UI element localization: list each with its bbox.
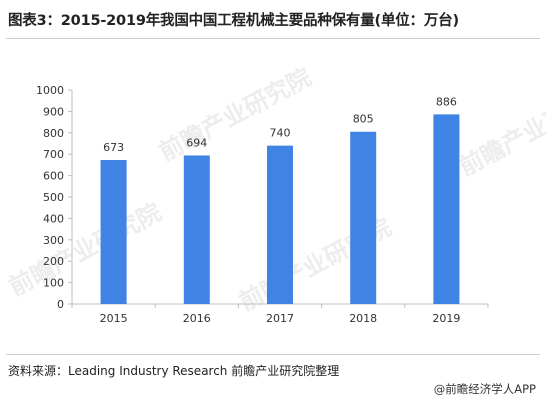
bar-2016 bbox=[183, 155, 210, 304]
bar-2017 bbox=[267, 145, 293, 304]
y-tick-label: 700 bbox=[43, 148, 64, 161]
y-tick-label: 1000 bbox=[36, 84, 64, 97]
data-label: 673 bbox=[103, 141, 124, 154]
data-label: 805 bbox=[353, 113, 374, 126]
footer-divider bbox=[6, 354, 540, 355]
y-tick-label: 500 bbox=[43, 191, 64, 204]
y-tick-label: 100 bbox=[43, 277, 64, 290]
x-tick-label: 2018 bbox=[349, 312, 377, 325]
y-tick-label: 800 bbox=[43, 127, 64, 140]
title-divider bbox=[6, 38, 540, 39]
bar-2018 bbox=[350, 131, 377, 304]
y-tick-label: 0 bbox=[57, 298, 64, 311]
x-tick-label: 2017 bbox=[266, 312, 294, 325]
source-note: 资料来源：Leading Industry Research 前瞻产业研究院整理 bbox=[8, 364, 340, 378]
bar-2019 bbox=[433, 114, 460, 304]
y-tick-label: 200 bbox=[43, 255, 64, 268]
y-tick-label: 900 bbox=[43, 105, 64, 118]
brand-text: @前瞻经济学人APP bbox=[433, 382, 536, 396]
x-tick-label: 2019 bbox=[432, 312, 460, 325]
data-label: 886 bbox=[436, 95, 457, 108]
x-tick-label: 2015 bbox=[100, 312, 128, 325]
brand-credit: @前瞻经济学人APP bbox=[434, 381, 536, 397]
y-tick-label: 300 bbox=[43, 234, 64, 247]
x-tick-label: 2016 bbox=[183, 312, 211, 325]
bar-2015 bbox=[100, 159, 127, 304]
chart-title: 图表3：2015-2019年我国中国工程机械主要品种保有量(单位：万台) bbox=[8, 13, 459, 29]
data-label: 694 bbox=[186, 136, 207, 149]
y-tick-label: 600 bbox=[43, 170, 64, 183]
data-label: 740 bbox=[270, 127, 291, 140]
y-tick-label: 400 bbox=[43, 212, 64, 225]
